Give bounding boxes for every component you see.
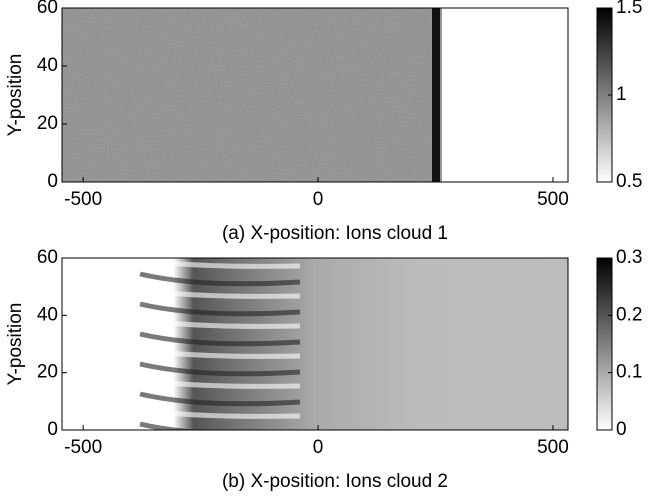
y-tick-label: 40 xyxy=(37,55,58,76)
y-axis-label: Y-position xyxy=(5,54,26,137)
colorbar-tick-label: 0 xyxy=(616,419,627,440)
y-axis-label: Y-position xyxy=(5,303,26,386)
y-tick-label: 0 xyxy=(47,171,58,192)
y-tick-label: 20 xyxy=(37,113,58,134)
x-tick-label: 500 xyxy=(537,189,569,210)
x-tick-label: -500 xyxy=(64,189,102,210)
colorbar xyxy=(596,257,613,431)
y-tick-label: 0 xyxy=(47,419,58,440)
colorbar-tick-label: 1 xyxy=(616,84,627,105)
colorbar-tick-label: 0.5 xyxy=(616,171,642,192)
heatmap-image xyxy=(62,8,442,182)
colorbar-tick-label: 0.1 xyxy=(616,362,642,383)
y-tick-label: 60 xyxy=(37,0,58,18)
x-tick-label: 500 xyxy=(537,437,569,458)
colorbar-tick-label: 0.2 xyxy=(616,304,642,325)
plot-frame xyxy=(61,7,569,183)
y-tick-label: 60 xyxy=(37,247,58,268)
x-tick-label: 0 xyxy=(313,189,324,210)
heatmap-image xyxy=(62,258,568,430)
y-tick-label: 40 xyxy=(37,304,58,325)
colorbar-tick-label: 1.5 xyxy=(616,0,642,18)
x-tick-label: -500 xyxy=(64,437,102,458)
plot-frame xyxy=(61,257,569,431)
caption: (a) X-position: Ions cloud 1 xyxy=(222,223,448,244)
caption: (b) X-position: Ions cloud 2 xyxy=(222,471,448,492)
colorbar-tick-label: 0.3 xyxy=(616,247,642,268)
x-tick-label: 0 xyxy=(313,437,324,458)
y-tick-label: 20 xyxy=(37,362,58,383)
